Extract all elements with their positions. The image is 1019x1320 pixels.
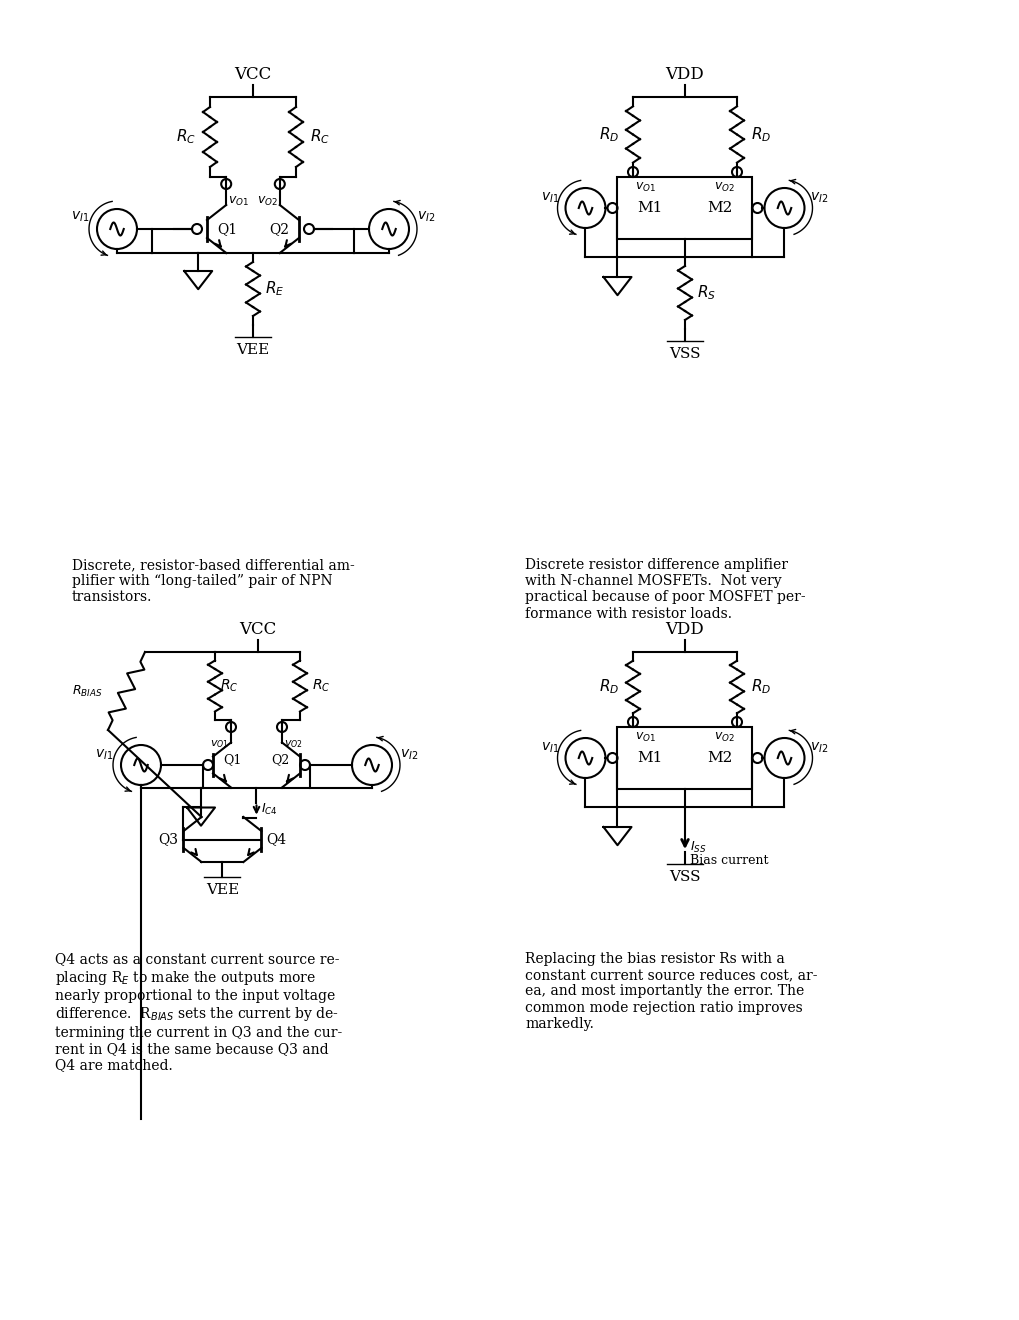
Text: $R_C$: $R_C$ <box>312 677 330 694</box>
Text: Discrete resistor difference amplifier
with N-channel MOSFETs.  Not very
practic: Discrete resistor difference amplifier w… <box>525 558 805 620</box>
Text: Q4 acts as a constant current source re-
placing R$_E$ to make the outputs more
: Q4 acts as a constant current source re-… <box>55 952 342 1072</box>
Text: M1: M1 <box>637 201 662 215</box>
Text: VCC: VCC <box>234 66 271 83</box>
Text: $v_{I2}$: $v_{I2}$ <box>810 191 828 205</box>
Text: Bias current: Bias current <box>689 854 767 866</box>
Text: $v_{I2}$: $v_{I2}$ <box>810 741 828 755</box>
Bar <box>616 177 752 239</box>
Text: Q2: Q2 <box>269 222 288 236</box>
Text: $R_D$: $R_D$ <box>750 125 770 144</box>
Text: $I_{SS}$: $I_{SS}$ <box>689 840 706 854</box>
Text: $v_{I1}$: $v_{I1}$ <box>95 748 113 762</box>
Text: $R_C$: $R_C$ <box>176 128 196 147</box>
Text: $R_S$: $R_S$ <box>696 284 715 302</box>
Text: $v_{O1}$: $v_{O1}$ <box>210 738 229 750</box>
Text: $R_C$: $R_C$ <box>310 128 330 147</box>
Text: VEE: VEE <box>236 343 269 356</box>
Text: VEE: VEE <box>206 883 238 898</box>
Text: $R_E$: $R_E$ <box>265 280 284 298</box>
Text: $I_{C4}$: $I_{C4}$ <box>261 803 278 817</box>
Text: VSS: VSS <box>668 347 700 360</box>
Text: $v_{I2}$: $v_{I2}$ <box>399 748 418 762</box>
Text: $v_{O2}$: $v_{O2}$ <box>257 195 277 209</box>
Text: M1: M1 <box>637 751 662 766</box>
Text: $v_{O2}$: $v_{O2}$ <box>283 738 303 750</box>
Text: M2: M2 <box>707 751 732 766</box>
Text: Q4: Q4 <box>266 833 286 846</box>
Text: $v_{O1}$: $v_{O1}$ <box>635 181 655 194</box>
Text: $v_{I1}$: $v_{I1}$ <box>70 210 89 224</box>
Text: VDD: VDD <box>665 66 704 83</box>
Bar <box>616 727 752 789</box>
Text: Q1: Q1 <box>223 754 242 767</box>
Text: $R_D$: $R_D$ <box>750 677 770 697</box>
Text: VSS: VSS <box>668 870 700 884</box>
Text: $v_{I1}$: $v_{I1}$ <box>541 741 559 755</box>
Text: $R_C$: $R_C$ <box>220 677 238 694</box>
Text: $v_{O1}$: $v_{O1}$ <box>635 731 655 744</box>
Text: Replacing the bias resistor Rs with a
constant current source reduces cost, ar-
: Replacing the bias resistor Rs with a co… <box>525 952 816 1031</box>
Text: $R_{BIAS}$: $R_{BIAS}$ <box>72 684 103 698</box>
Text: $v_{O1}$: $v_{O1}$ <box>228 195 249 209</box>
Text: Discrete, resistor-based differential am-
plifier with “long-tailed” pair of NPN: Discrete, resistor-based differential am… <box>72 558 355 605</box>
Text: M2: M2 <box>707 201 732 215</box>
Text: $v_{I1}$: $v_{I1}$ <box>541 191 559 205</box>
Text: Q1: Q1 <box>217 222 236 236</box>
Text: $R_D$: $R_D$ <box>598 125 619 144</box>
Text: $v_{I2}$: $v_{I2}$ <box>417 210 435 224</box>
Text: $v_{O2}$: $v_{O2}$ <box>713 181 735 194</box>
Text: VCC: VCC <box>239 620 276 638</box>
Text: VDD: VDD <box>665 620 704 638</box>
Text: $v_{O2}$: $v_{O2}$ <box>713 731 735 744</box>
Text: Q2: Q2 <box>271 754 289 767</box>
Text: $R_D$: $R_D$ <box>598 677 619 697</box>
Text: Q3: Q3 <box>158 833 178 846</box>
